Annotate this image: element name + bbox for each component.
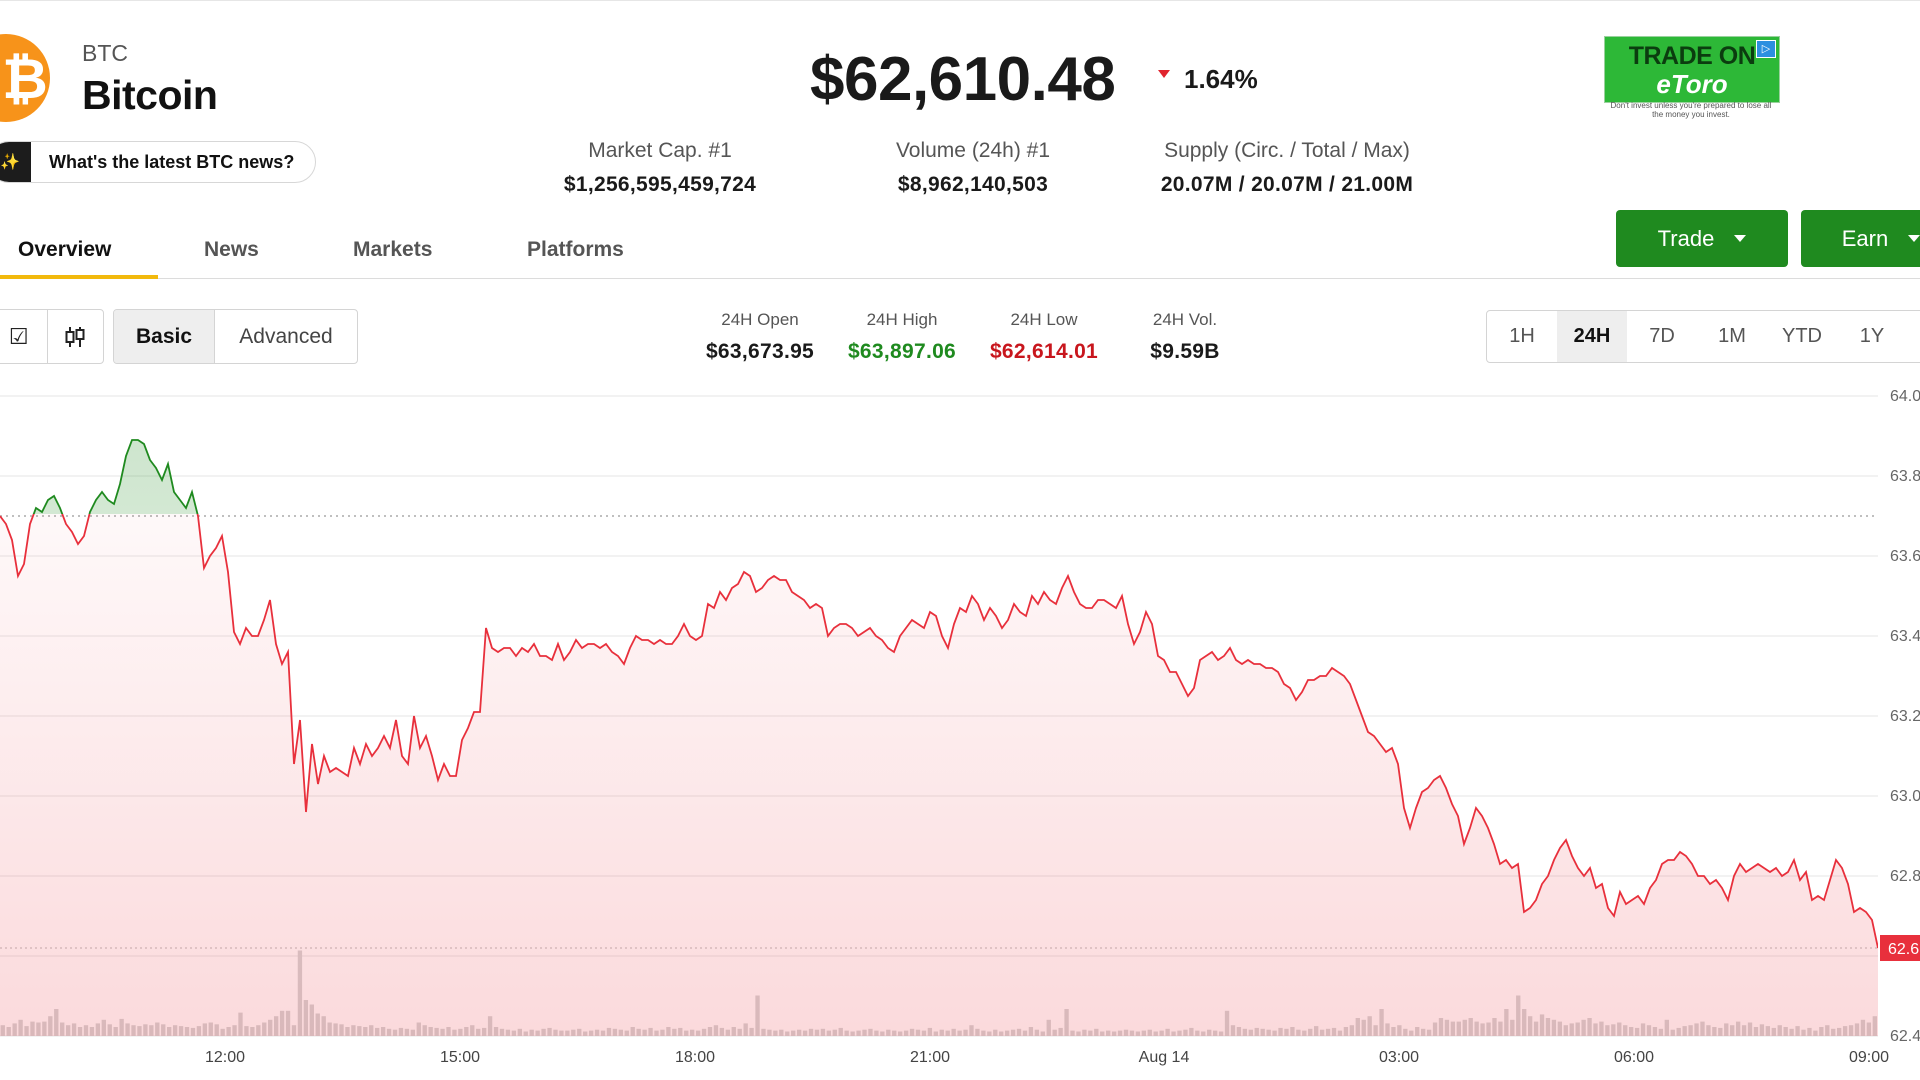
y-tick-label: 63.6 [1890, 548, 1920, 565]
y-tick-label: 62.4 [1890, 1028, 1920, 1045]
market-cap-stat: Market Cap. #1 $1,256,595,459,724 [530, 139, 790, 197]
price-line-down [0, 514, 1878, 949]
ohlc-low: 24H Low $62,614.01 [969, 310, 1119, 364]
range-ytd-button[interactable]: YTD [1782, 325, 1822, 347]
x-tick-label: 18:00 [675, 1049, 715, 1066]
range-1m-button[interactable]: 1M [1718, 325, 1746, 347]
ad-disclaimer: Don't invest unless you're prepared to l… [1610, 101, 1772, 119]
ad-headline: TRADE ON [1628, 42, 1756, 70]
x-tick-label: 15:00 [440, 1049, 480, 1066]
y-tick-label: 63.0 [1890, 788, 1920, 805]
market-cap-value: $1,256,595,459,724 [563, 173, 757, 196]
chart-type-toggle: ☑ [0, 309, 104, 364]
ohlc-volume-label: 24H Vol. [1152, 310, 1218, 329]
time-range-selector: 1H 24H 7D 1M YTD 1Y [1486, 310, 1920, 363]
market-cap-label: Market Cap. #1 [588, 139, 732, 162]
tabs-divider [0, 278, 1920, 279]
y-tick-label: 63.4 [1890, 628, 1920, 645]
checkbox-icon[interactable]: ☑ [0, 310, 48, 363]
tab-platforms[interactable]: Platforms [527, 238, 624, 261]
range-1h-button[interactable]: 1H [1509, 325, 1535, 347]
y-tick-label: 63.2 [1890, 708, 1920, 725]
current-price-tag [1880, 935, 1920, 961]
etoro-ad-banner[interactable]: TRADE ON eToro ▷ [1604, 36, 1780, 103]
ohlc-high-value: $63,897.06 [847, 340, 957, 363]
caret-down-icon [1908, 235, 1920, 242]
coin-name: Bitcoin [82, 72, 218, 118]
bitcoin-logo-icon: ₿ [0, 34, 50, 122]
y-tick-label: 64.0 [1890, 388, 1920, 405]
active-tab-indicator [0, 275, 158, 279]
range-1y-button[interactable]: 1Y [1859, 325, 1885, 347]
x-tick-label: 03:00 [1379, 1049, 1419, 1066]
adchoices-icon[interactable]: ▷ [1756, 40, 1776, 58]
up-area-fill [33, 440, 198, 514]
volume-stat: Volume (24h) #1 $8,962,140,503 [843, 139, 1103, 197]
price-area-fill [0, 440, 1878, 1036]
x-tick-label: 21:00 [910, 1049, 950, 1066]
etoro-logo: eToro [1656, 69, 1728, 99]
earn-button[interactable]: Earn [1801, 210, 1920, 267]
ohlc-low-label: 24H Low [1010, 310, 1078, 329]
mode-advanced-button[interactable]: Advanced [239, 324, 333, 348]
top-border [0, 0, 1920, 1]
sparkle-icon: ✨ [0, 142, 31, 182]
y-tick-label: 63.8 [1890, 468, 1920, 485]
latest-news-button[interactable]: ✨ What's the latest BTC news? [0, 141, 316, 183]
down-arrow-icon [1158, 70, 1170, 78]
ohlc-open: 24H Open $63,673.95 [685, 310, 835, 364]
latest-news-label: What's the latest BTC news? [49, 151, 295, 172]
ohlc-high-label: 24H High [866, 310, 938, 329]
supply-label: Supply (Circ. / Total / Max) [1164, 139, 1410, 162]
range-7d-button[interactable]: 7D [1649, 325, 1675, 347]
earn-label: Earn [1841, 225, 1889, 251]
trade-button[interactable]: Trade [1616, 210, 1788, 267]
supply-stat: Supply (Circ. / Total / Max) 20.07M / 20… [1127, 139, 1447, 197]
trade-label: Trade [1657, 225, 1715, 251]
y-axis-labels: 64.063.863.663.463.263.062.862.662.462.6 [1880, 388, 1920, 1045]
volume-label: Volume (24h) #1 [895, 139, 1051, 162]
current-price-tag-label: 62.6 [1888, 941, 1919, 958]
range-24h-button[interactable]: 24H [1557, 311, 1627, 362]
caret-down-icon [1734, 235, 1747, 242]
chart-mode-toggle: Basic Advanced [113, 309, 358, 364]
ohlc-volume: 24H Vol. $9.59B [1110, 310, 1260, 364]
current-price: $62,610.48 [810, 45, 1116, 114]
x-tick-label: 09:00 [1849, 1049, 1889, 1066]
ohlc-high: 24H High $63,897.06 [827, 310, 977, 364]
ohlc-low-value: $62,614.01 [989, 340, 1099, 363]
mode-basic-button[interactable]: Basic [114, 310, 215, 363]
x-axis-labels: 12:00 15:00 18:00 21:00 Aug 14 03:00 06:00 09:0… [205, 1049, 1889, 1066]
ohlc-open-value: $63,673.95 [705, 340, 815, 363]
x-tick-label: Aug 14 [1139, 1049, 1190, 1066]
price-chart[interactable]: 64.063.863.663.463.263.062.862.662.462.6… [0, 380, 1920, 1080]
volume-value: $8,962,140,503 [897, 173, 1049, 196]
tab-news[interactable]: News [204, 238, 259, 261]
candlestick-icon[interactable] [48, 310, 104, 363]
y-tick-label: 62.8 [1890, 868, 1920, 885]
ohlc-open-label: 24H Open [721, 310, 799, 329]
tab-overview[interactable]: Overview [18, 238, 112, 261]
coin-symbol: BTC [82, 40, 128, 66]
price-line [0, 439, 1878, 949]
ohlc-volume-value: $9.59B [1150, 340, 1220, 363]
down-area-fill [0, 514, 1878, 1036]
x-tick-label: 06:00 [1614, 1049, 1654, 1066]
x-tick-label: 12:00 [205, 1049, 245, 1066]
supply-value: 20.07M / 20.07M / 21.00M [1160, 173, 1414, 196]
price-change-percent: 1.64% [1184, 64, 1258, 94]
tab-markets[interactable]: Markets [353, 238, 433, 261]
